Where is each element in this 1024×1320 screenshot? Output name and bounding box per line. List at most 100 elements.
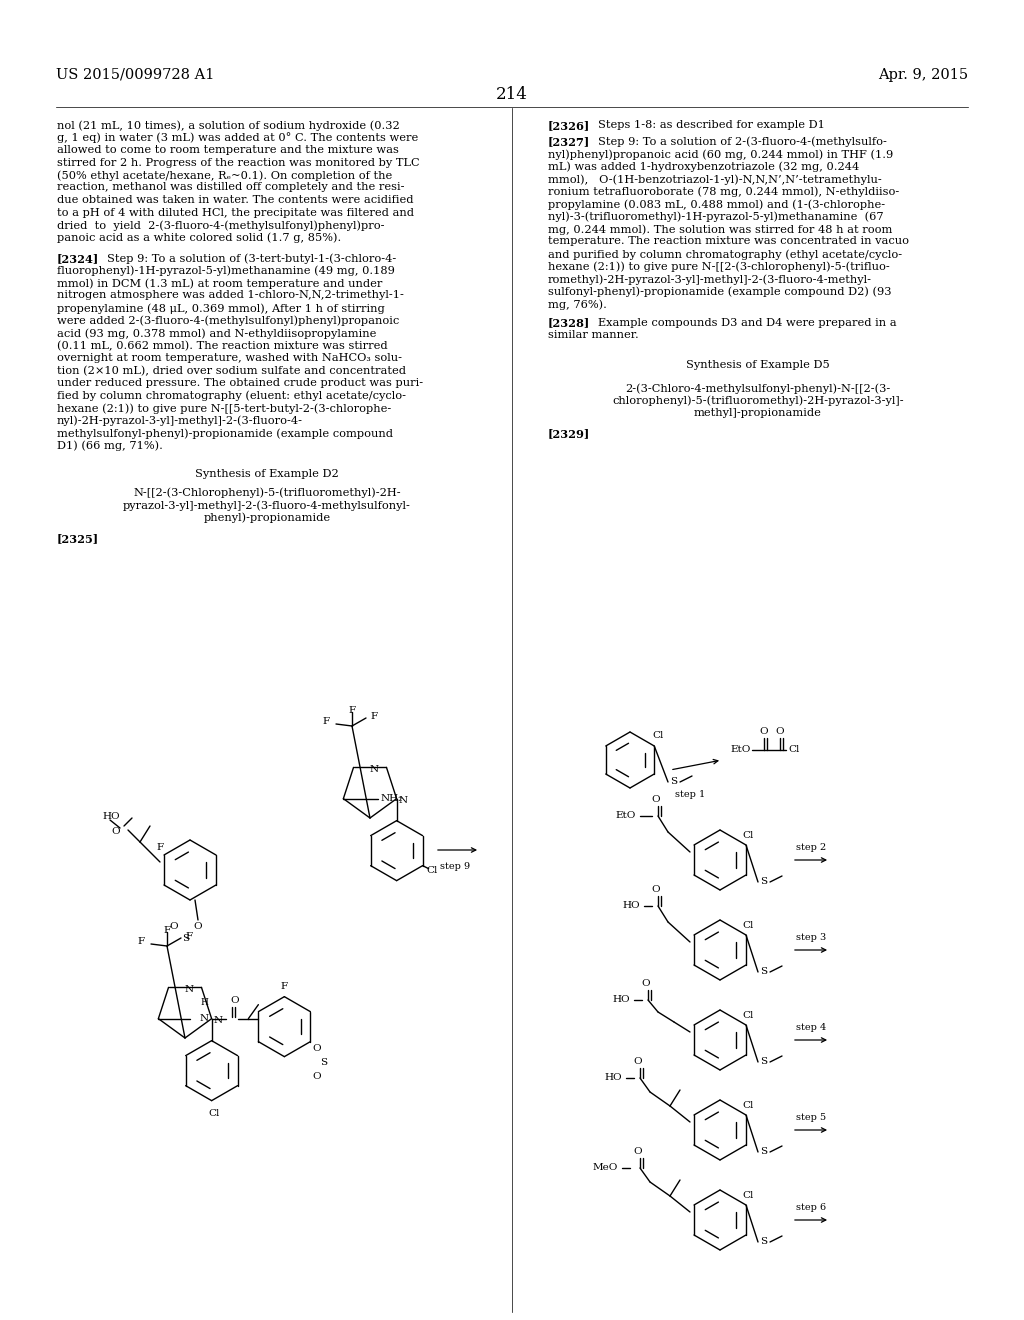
- Text: F: F: [370, 711, 377, 721]
- Text: H: H: [201, 998, 208, 1007]
- Text: stirred for 2 h. Progress of the reaction was monitored by TLC: stirred for 2 h. Progress of the reactio…: [57, 157, 420, 168]
- Text: Cl: Cl: [742, 1011, 754, 1020]
- Text: [2326]: [2326]: [548, 120, 590, 131]
- Text: nyl)-3-(trifluoromethyl)-1H-pyrazol-5-yl)methanamine  (67: nyl)-3-(trifluoromethyl)-1H-pyrazol-5-yl…: [548, 211, 884, 222]
- Text: and purified by column chromatography (ethyl acetate/cyclo-: and purified by column chromatography (e…: [548, 249, 902, 260]
- Text: S: S: [760, 1147, 767, 1156]
- Text: fluorophenyl)-1H-pyrazol-5-yl)methanamine (49 mg, 0.189: fluorophenyl)-1H-pyrazol-5-yl)methanamin…: [57, 265, 395, 276]
- Text: dried  to  yield  2-(3-fluoro-4-(methylsulfonyl)phenyl)pro-: dried to yield 2-(3-fluoro-4-(methylsulf…: [57, 220, 384, 231]
- Text: HO: HO: [102, 812, 120, 821]
- Text: F: F: [281, 982, 288, 990]
- Text: HO: HO: [612, 995, 630, 1005]
- Text: chlorophenyl)-5-(trifluoromethyl)-2H-pyrazol-3-yl]-: chlorophenyl)-5-(trifluoromethyl)-2H-pyr…: [612, 396, 904, 407]
- Text: methylsulfonyl-phenyl)-propionamide (example compound: methylsulfonyl-phenyl)-propionamide (exa…: [57, 428, 393, 438]
- Text: EtO: EtO: [730, 746, 751, 755]
- Text: step 3: step 3: [796, 933, 826, 942]
- Text: step 1: step 1: [675, 789, 706, 799]
- Text: O: O: [634, 1147, 642, 1156]
- Text: N: N: [370, 764, 379, 774]
- Text: Synthesis of Example D5: Synthesis of Example D5: [686, 360, 829, 371]
- Text: Cl: Cl: [742, 921, 754, 931]
- Text: propylamine (0.083 mL, 0.488 mmol) and (1-(3-chlorophe-: propylamine (0.083 mL, 0.488 mmol) and (…: [548, 199, 885, 210]
- Text: to a pH of 4 with diluted HCl, the precipitate was filtered and: to a pH of 4 with diluted HCl, the preci…: [57, 207, 414, 218]
- Text: temperature. The reaction mixture was concentrated in vacuo: temperature. The reaction mixture was co…: [548, 236, 909, 247]
- Text: S: S: [321, 1059, 328, 1067]
- Text: EtO: EtO: [615, 812, 636, 821]
- Text: HO: HO: [604, 1073, 622, 1082]
- Text: [2324]: [2324]: [57, 253, 99, 264]
- Text: [2329]: [2329]: [548, 429, 590, 440]
- Text: ronium tetrafluoroborate (78 mg, 0.244 mmol), N-ethyldiiso-: ronium tetrafluoroborate (78 mg, 0.244 m…: [548, 186, 899, 197]
- Text: O: O: [230, 995, 239, 1005]
- Text: N: N: [214, 1016, 223, 1026]
- Text: [2325]: [2325]: [57, 533, 99, 544]
- Text: O: O: [776, 727, 784, 737]
- Text: step 4: step 4: [796, 1023, 826, 1032]
- Text: nol (21 mL, 10 times), a solution of sodium hydroxide (0.32: nol (21 mL, 10 times), a solution of sod…: [57, 120, 399, 131]
- Text: phenyl)-propionamide: phenyl)-propionamide: [204, 512, 331, 523]
- Text: Example compounds D3 and D4 were prepared in a: Example compounds D3 and D4 were prepare…: [598, 318, 897, 327]
- Text: nyl)phenyl)propanoic acid (60 mg, 0.244 mmol) in THF (1.9: nyl)phenyl)propanoic acid (60 mg, 0.244 …: [548, 149, 893, 160]
- Text: [2328]: [2328]: [548, 318, 590, 329]
- Text: acid (93 mg, 0.378 mmol) and N-ethyldiisopropylamine: acid (93 mg, 0.378 mmol) and N-ethyldiis…: [57, 327, 377, 338]
- Text: O: O: [312, 1072, 321, 1081]
- Text: F: F: [185, 932, 193, 941]
- Text: Cl: Cl: [742, 1101, 754, 1110]
- Text: tion (2×10 mL), dried over sodium sulfate and concentrated: tion (2×10 mL), dried over sodium sulfat…: [57, 366, 406, 376]
- Text: Step 9: To a solution of 2-(3-fluoro-4-(methylsulfo-: Step 9: To a solution of 2-(3-fluoro-4-(…: [598, 136, 887, 147]
- Text: step 6: step 6: [796, 1203, 826, 1212]
- Text: S: S: [760, 1057, 767, 1067]
- Text: [2327]: [2327]: [548, 136, 590, 148]
- Text: propenylamine (48 μL, 0.369 mmol), After 1 h of stirring: propenylamine (48 μL, 0.369 mmol), After…: [57, 304, 385, 314]
- Text: US 2015/0099728 A1: US 2015/0099728 A1: [56, 69, 214, 82]
- Text: mg, 0.244 mmol). The solution was stirred for 48 h at room: mg, 0.244 mmol). The solution was stirre…: [548, 224, 892, 235]
- Text: g, 1 eq) in water (3 mL) was added at 0° C. The contents were: g, 1 eq) in water (3 mL) was added at 0°…: [57, 132, 418, 144]
- Text: Cl: Cl: [742, 1192, 754, 1200]
- Text: were added 2-(3-fluoro-4-(methylsulfonyl)phenyl)propanoic: were added 2-(3-fluoro-4-(methylsulfonyl…: [57, 315, 399, 326]
- Text: O: O: [760, 727, 768, 737]
- Text: N: N: [200, 1014, 209, 1023]
- Text: NH₂: NH₂: [380, 795, 402, 803]
- Text: mmol),   O-(1H-benzotriazol-1-yl)-N,N,N’,N’-tetramethylu-: mmol), O-(1H-benzotriazol-1-yl)-N,N,N’,N…: [548, 174, 882, 185]
- Text: (0.11 mL, 0.662 mmol). The reaction mixture was stirred: (0.11 mL, 0.662 mmol). The reaction mixt…: [57, 341, 388, 351]
- Text: S: S: [182, 935, 189, 942]
- Text: O: O: [634, 1057, 642, 1067]
- Text: F: F: [157, 843, 164, 853]
- Text: (50% ethyl acetate/hexane, Rₑ~0.1). On completion of the: (50% ethyl acetate/hexane, Rₑ~0.1). On c…: [57, 170, 392, 181]
- Text: N: N: [184, 985, 194, 994]
- Text: hexane (2:1)) to give pure N-[[2-(3-chlorophenyl)-5-(trifluo-: hexane (2:1)) to give pure N-[[2-(3-chlo…: [548, 261, 890, 272]
- Text: F: F: [164, 927, 171, 935]
- Text: O: O: [194, 921, 203, 931]
- Text: S: S: [760, 878, 767, 887]
- Text: F: F: [323, 718, 330, 726]
- Text: nitrogen atmosphere was added 1-chloro-N,N,2-trimethyl-1-: nitrogen atmosphere was added 1-chloro-N…: [57, 290, 403, 301]
- Text: 214: 214: [496, 86, 528, 103]
- Text: O: O: [312, 1044, 321, 1053]
- Text: MeO: MeO: [593, 1163, 618, 1172]
- Text: O: O: [170, 921, 178, 931]
- Text: due obtained was taken in water. The contents were acidified: due obtained was taken in water. The con…: [57, 195, 414, 205]
- Text: panoic acid as a white colored solid (1.7 g, 85%).: panoic acid as a white colored solid (1.…: [57, 232, 341, 243]
- Text: nyl)-2H-pyrazol-3-yl]-methyl]-2-(3-fluoro-4-: nyl)-2H-pyrazol-3-yl]-methyl]-2-(3-fluor…: [57, 416, 303, 426]
- Text: Apr. 9, 2015: Apr. 9, 2015: [878, 69, 968, 82]
- Text: step 5: step 5: [796, 1113, 826, 1122]
- Text: O: O: [651, 884, 660, 894]
- Text: S: S: [670, 777, 677, 787]
- Text: F: F: [348, 706, 355, 715]
- Text: Cl: Cl: [208, 1109, 219, 1118]
- Text: allowed to come to room temperature and the mixture was: allowed to come to room temperature and …: [57, 145, 399, 154]
- Text: O: O: [642, 979, 650, 987]
- Text: Cl: Cl: [427, 866, 438, 875]
- Text: fied by column chromatography (eluent: ethyl acetate/cyclo-: fied by column chromatography (eluent: e…: [57, 391, 406, 401]
- Text: Cl: Cl: [652, 731, 664, 741]
- Text: HO: HO: [623, 902, 640, 911]
- Text: Synthesis of Example D2: Synthesis of Example D2: [196, 469, 339, 479]
- Text: pyrazol-3-yl]-methyl]-2-(3-fluoro-4-methylsulfonyl-: pyrazol-3-yl]-methyl]-2-(3-fluoro-4-meth…: [123, 500, 411, 511]
- Text: O: O: [112, 828, 120, 837]
- Text: mg, 76%).: mg, 76%).: [548, 300, 607, 310]
- Text: hexane (2:1)) to give pure N-[[5-tert-butyl-2-(3-chlorophe-: hexane (2:1)) to give pure N-[[5-tert-bu…: [57, 403, 391, 413]
- Text: reaction, methanol was distilled off completely and the resi-: reaction, methanol was distilled off com…: [57, 182, 404, 193]
- Text: step 9: step 9: [440, 862, 470, 871]
- Text: F: F: [138, 937, 145, 946]
- Text: romethyl)-2H-pyrazol-3-yl]-methyl]-2-(3-fluoro-4-methyl-: romethyl)-2H-pyrazol-3-yl]-methyl]-2-(3-…: [548, 275, 872, 285]
